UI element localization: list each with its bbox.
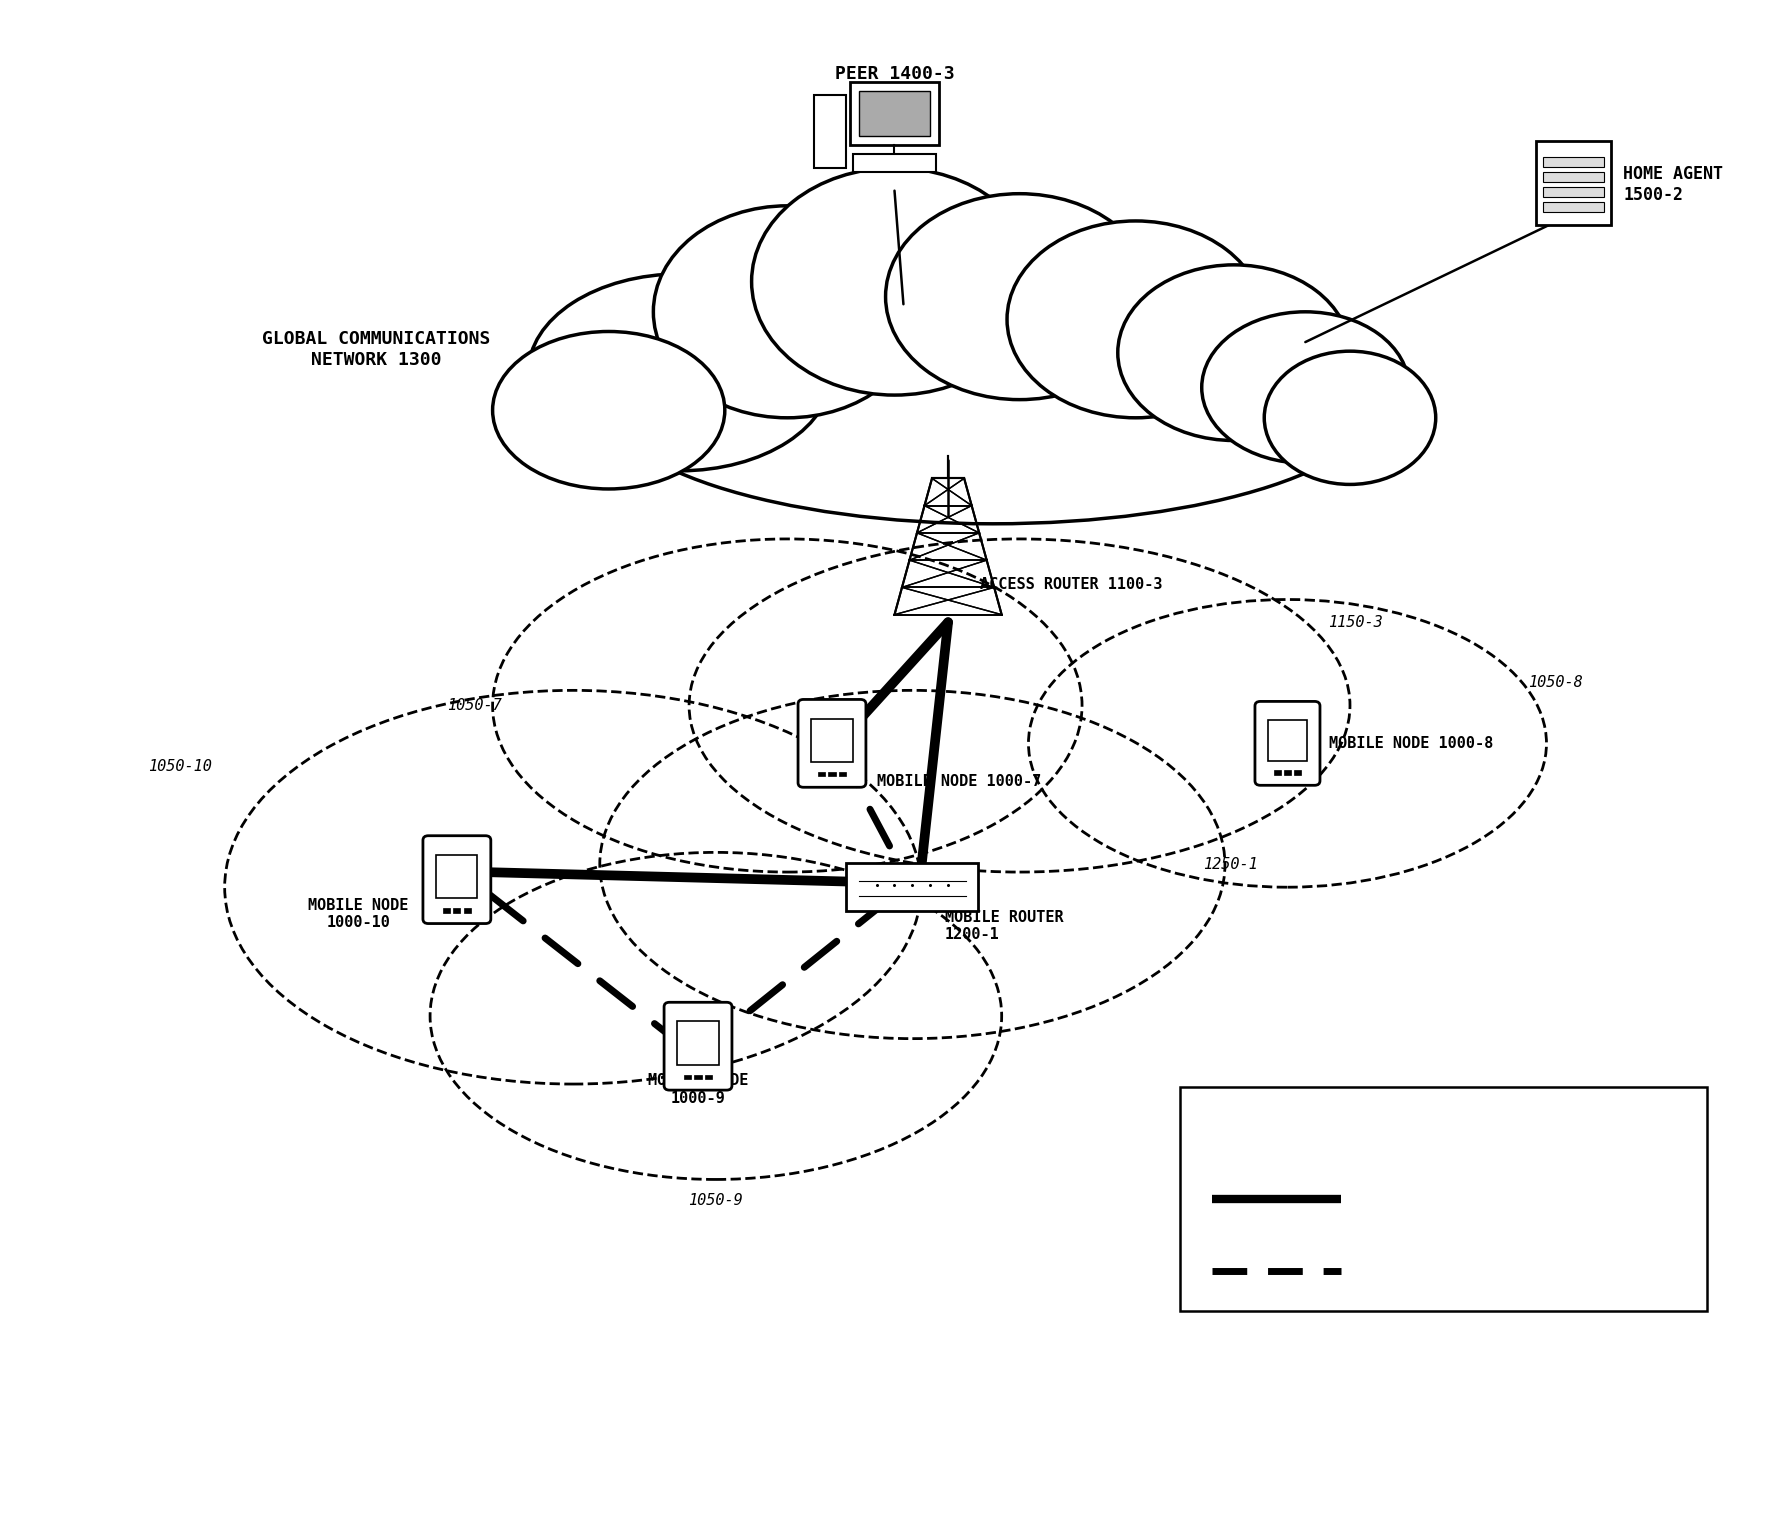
Bar bbox=[678, 1021, 719, 1065]
FancyBboxPatch shape bbox=[422, 836, 490, 924]
Text: MOBILE NODE
1000-10: MOBILE NODE 1000-10 bbox=[308, 898, 410, 930]
Bar bbox=[1274, 771, 1281, 775]
Bar bbox=[694, 1074, 701, 1079]
Bar bbox=[1542, 158, 1603, 167]
Bar bbox=[453, 909, 460, 913]
Bar bbox=[1535, 141, 1610, 225]
Text: 1050-7: 1050-7 bbox=[447, 698, 503, 713]
FancyBboxPatch shape bbox=[798, 699, 866, 787]
Ellipse shape bbox=[528, 275, 832, 470]
Ellipse shape bbox=[1265, 350, 1437, 484]
Ellipse shape bbox=[1202, 313, 1410, 463]
Text: 1150-3: 1150-3 bbox=[1327, 614, 1383, 630]
Bar bbox=[859, 91, 930, 137]
Bar bbox=[1268, 719, 1308, 762]
Bar bbox=[463, 909, 471, 913]
Text: MESH MODE: MESH MODE bbox=[1369, 1264, 1449, 1279]
Ellipse shape bbox=[886, 194, 1154, 399]
Bar bbox=[828, 772, 835, 777]
Text: GLOBAL COMMUNICATIONS
NETWORK 1300: GLOBAL COMMUNICATIONS NETWORK 1300 bbox=[263, 331, 490, 369]
Text: MOBILE NODE 1000-7: MOBILE NODE 1000-7 bbox=[877, 774, 1041, 789]
Bar bbox=[683, 1074, 691, 1079]
Bar bbox=[812, 719, 853, 762]
Ellipse shape bbox=[599, 267, 1386, 523]
Bar bbox=[705, 1074, 712, 1079]
Bar bbox=[818, 772, 825, 777]
Bar bbox=[850, 82, 939, 146]
Bar bbox=[442, 909, 449, 913]
Bar bbox=[1181, 1088, 1707, 1311]
Bar bbox=[1285, 771, 1292, 775]
Bar bbox=[862, 156, 927, 164]
Bar bbox=[1542, 202, 1603, 212]
Ellipse shape bbox=[492, 332, 725, 488]
FancyBboxPatch shape bbox=[846, 863, 979, 912]
Bar bbox=[839, 772, 846, 777]
Text: 1050-9: 1050-9 bbox=[689, 1194, 742, 1208]
FancyBboxPatch shape bbox=[853, 155, 936, 173]
FancyBboxPatch shape bbox=[664, 1003, 732, 1091]
Text: HIERARCHICAL MODE: HIERARCHICAL MODE bbox=[1369, 1192, 1522, 1206]
Ellipse shape bbox=[1007, 221, 1265, 417]
Ellipse shape bbox=[653, 206, 921, 417]
Text: explanatory note: explanatory note bbox=[1217, 1118, 1358, 1135]
Bar bbox=[1542, 173, 1603, 182]
Bar bbox=[814, 96, 846, 168]
Text: PEER 1400-3: PEER 1400-3 bbox=[835, 65, 954, 83]
Bar bbox=[1293, 771, 1301, 775]
Ellipse shape bbox=[1118, 265, 1351, 440]
Text: MOBILE NODE 1000-8: MOBILE NODE 1000-8 bbox=[1329, 736, 1492, 751]
Bar bbox=[437, 856, 478, 898]
Text: ACCESS ROUTER 1100-3: ACCESS ROUTER 1100-3 bbox=[980, 576, 1163, 592]
Ellipse shape bbox=[751, 168, 1038, 394]
Text: 1050-10: 1050-10 bbox=[148, 758, 211, 774]
Text: 1250-1: 1250-1 bbox=[1202, 857, 1258, 872]
Bar bbox=[1542, 187, 1603, 197]
FancyBboxPatch shape bbox=[1254, 701, 1320, 786]
Text: MOBILE ROUTER
1200-1: MOBILE ROUTER 1200-1 bbox=[945, 910, 1063, 942]
Text: MOBILE NODE
1000-9: MOBILE NODE 1000-9 bbox=[648, 1074, 748, 1106]
Text: HOME AGENT
1500-2: HOME AGENT 1500-2 bbox=[1623, 165, 1723, 203]
Text: 1050-8: 1050-8 bbox=[1528, 675, 1583, 690]
